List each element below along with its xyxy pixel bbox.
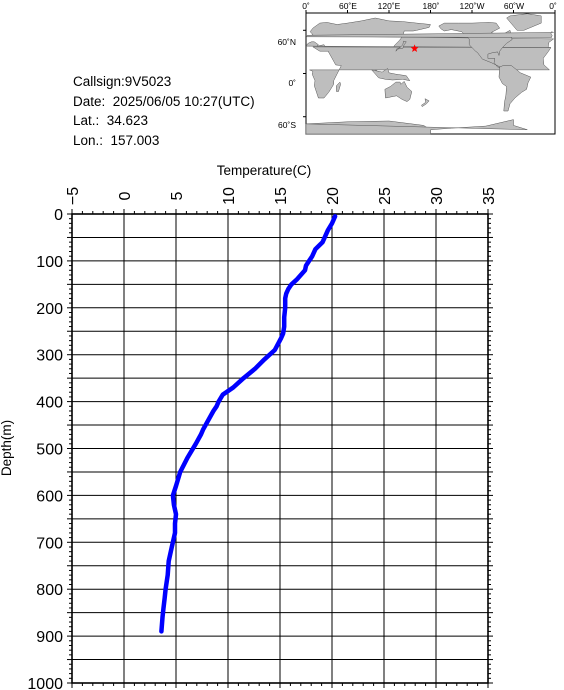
y-tick-label: 800 xyxy=(36,582,63,599)
y-tick-label: 400 xyxy=(36,395,63,412)
y-tick-label: 100 xyxy=(36,254,63,271)
map-lat-label-0: 0˚ xyxy=(288,78,296,88)
station-info: Callsign:9V5023 Date: 2025/06/05 10:27(U… xyxy=(73,72,255,150)
y-tick-label: 1000 xyxy=(27,676,63,690)
temperature-profile-chart: −5 0 5 10 15 20 25 30 35 01002003004005006007008… xyxy=(0,163,498,690)
date-text: Date: 2025/06/05 10:27(UTC) xyxy=(73,93,255,109)
map-ticks xyxy=(303,10,556,118)
plot-frame xyxy=(71,213,489,684)
callsign-text: Callsign:9V5023 xyxy=(73,74,172,89)
latitude-text: Lat.: 34.623 xyxy=(73,113,149,129)
land-indonesia xyxy=(371,68,411,82)
x-tick-label: 35 xyxy=(481,187,498,205)
map-lon-label-180: 180˚ xyxy=(422,1,439,11)
longitude-text: Lon.: 157.003 xyxy=(73,132,160,148)
map-lat-label-60n: 60˚N xyxy=(278,37,296,47)
chart-grid xyxy=(71,213,489,684)
x-tick-label: 5 xyxy=(169,191,186,200)
map-lon-label-60e: 60˚E xyxy=(339,1,357,11)
y-tick-label: 600 xyxy=(36,488,63,505)
map-lat-label-60s: 60˚S xyxy=(278,120,296,130)
land-greenland xyxy=(506,13,542,31)
y-tick-label: 900 xyxy=(36,629,63,646)
x-tick-label: 25 xyxy=(377,187,394,205)
world-map: 0˚ 60˚E 120˚E 180˚ 120˚W 60˚W 0˚ 60˚N 0˚… xyxy=(278,1,557,135)
x-tick-label: −5 xyxy=(65,187,82,205)
y-tick-label: 0 xyxy=(54,207,63,224)
y-tick-label: 300 xyxy=(36,348,63,365)
map-lon-label-120e: 120˚E xyxy=(378,1,401,11)
land-antarctica-west xyxy=(305,119,528,135)
temperature-line xyxy=(159,214,338,634)
map-lon-label-120w: 120˚W xyxy=(459,1,484,11)
y-tick-labels: 0 100 200 300 400 500 600 700 800 900 1000 xyxy=(27,207,63,690)
y-tick-label: 500 xyxy=(36,442,63,459)
map-land xyxy=(305,13,555,135)
x-tick-label: 15 xyxy=(273,187,290,205)
land-madagascar xyxy=(336,81,341,92)
map-lon-label-60w: 60˚W xyxy=(504,1,524,11)
station-marker xyxy=(410,44,419,52)
temperature-series xyxy=(159,214,338,634)
y-tick-label: 700 xyxy=(36,535,63,552)
land-japan xyxy=(395,40,407,52)
x-axis-title: Temperature(C) xyxy=(217,163,312,178)
x-tick-label: 30 xyxy=(429,187,446,205)
x-tick-label: 10 xyxy=(221,187,238,205)
map-lon-label-0-east: 0˚ xyxy=(549,1,557,11)
map-lon-label-0: 0˚ xyxy=(302,1,310,11)
station-star-icon xyxy=(410,44,419,52)
x-tick-label: 20 xyxy=(325,187,342,205)
y-tick-label: 200 xyxy=(36,301,63,318)
land-uk xyxy=(305,31,554,38)
land-new-zealand xyxy=(421,98,430,107)
x-tick-labels: −5 0 5 10 15 20 25 30 35 xyxy=(65,187,498,205)
land-australia xyxy=(384,80,413,102)
land-south-america xyxy=(498,65,532,112)
x-tick-label: 0 xyxy=(117,191,134,200)
y-axis-title: Depth(m) xyxy=(0,420,14,476)
